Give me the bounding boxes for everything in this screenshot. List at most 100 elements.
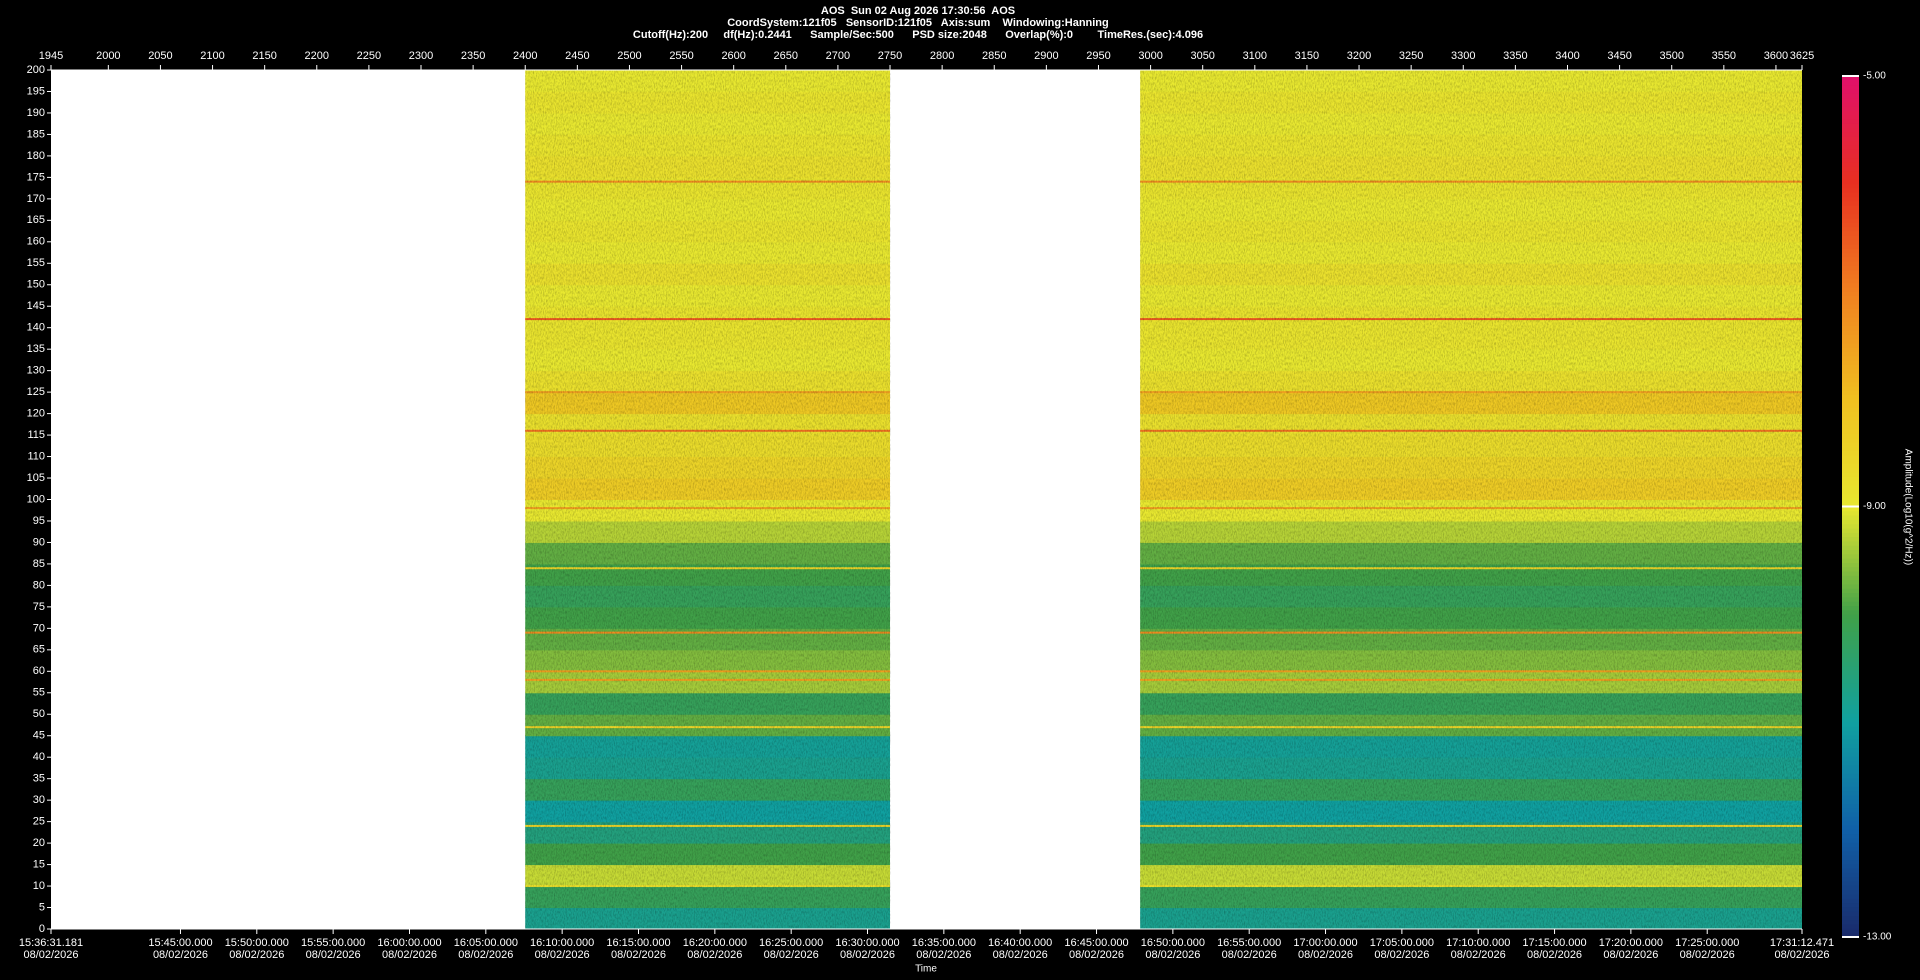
time-tick-date: 08/02/2026	[458, 949, 513, 961]
colorbar-swatch	[1842, 248, 1859, 254]
colorbar-swatch	[1842, 153, 1859, 159]
y-tick-label: 0	[39, 923, 45, 935]
colorbar-swatch	[1842, 144, 1859, 150]
colorbar-swatch	[1842, 846, 1859, 852]
colorbar-swatch	[1842, 622, 1859, 628]
colorbar-swatch	[1842, 355, 1859, 361]
colorbar-swatch	[1842, 859, 1859, 865]
title: AOS Sun 02 Aug 2026 17:30:56 AOS	[821, 5, 1015, 17]
subtitle: CoordSystem:121f05 SensorID:121f05 Axis:…	[727, 17, 1109, 29]
colorbar-swatch	[1842, 119, 1859, 124]
time-tick-date: 08/02/2026	[993, 949, 1048, 961]
colorbar-swatch	[1842, 777, 1859, 783]
x-tick-label: 2300	[409, 50, 433, 62]
y-tick-label: 175	[27, 171, 45, 183]
y-tick-label: 5	[39, 901, 45, 913]
colorbar-swatch	[1842, 131, 1859, 137]
colorbar-swatch	[1842, 76, 1859, 81]
heatmap	[525, 70, 1802, 929]
colorbar-swatch	[1842, 239, 1859, 245]
colorbar-swatch	[1842, 575, 1859, 581]
colorbar-swatch	[1842, 347, 1859, 353]
colorbar-swatch	[1842, 799, 1859, 805]
time-tick-date: 08/02/2026	[764, 949, 819, 961]
time-tick-date: 08/02/2026	[1145, 949, 1200, 961]
y-tick-label: 65	[33, 644, 45, 656]
colorbar-swatch	[1842, 450, 1859, 456]
colorbar-swatch	[1842, 308, 1859, 314]
colorbar-swatch	[1842, 196, 1859, 202]
y-tick-label: 200	[27, 64, 45, 76]
colorbar-swatch	[1842, 299, 1859, 305]
x-tick-label: 3200	[1347, 50, 1371, 62]
time-tick-date: 08/02/2026	[306, 949, 361, 961]
colorbar-swatch	[1842, 484, 1859, 490]
colorbar-swatch	[1842, 476, 1859, 482]
y-tick-label: 40	[33, 751, 45, 763]
colorbar-swatch	[1842, 93, 1859, 99]
colorbar-swatch	[1842, 235, 1859, 241]
x-axis-label: Time	[915, 964, 937, 975]
x-tick-label: 2750	[878, 50, 902, 62]
colorbar-swatch	[1842, 351, 1859, 357]
time-tick-label: 15:50:00.000	[225, 937, 289, 949]
time-tick-date: 08/02/2026	[840, 949, 895, 961]
time-tick-label: 17:15:00.000	[1522, 937, 1586, 949]
time-tick-label: 15:55:00.000	[301, 937, 365, 949]
colorbar-swatch	[1842, 183, 1859, 189]
time-tick-label: 16:05:00.000	[454, 937, 518, 949]
colorbar-swatch	[1842, 893, 1859, 899]
time-tick-label: 17:05:00.000	[1370, 937, 1434, 949]
colorbar-swatch	[1842, 282, 1859, 288]
y-tick-label: 165	[27, 214, 45, 226]
colorbar-swatch	[1842, 614, 1859, 619]
y-tick-label: 35	[33, 773, 45, 785]
colorbar-swatch	[1842, 820, 1859, 826]
colorbar-swatch	[1842, 687, 1859, 693]
colorbar-swatch	[1842, 446, 1859, 452]
y-tick-label: 135	[27, 343, 45, 355]
colorbar-swatch	[1842, 816, 1859, 822]
time-tick-label: 16:15:00.000	[606, 937, 670, 949]
x-tick-label: 2800	[930, 50, 954, 62]
colorbar-swatch	[1842, 734, 1859, 740]
colorbar-swatch	[1842, 683, 1859, 688]
time-tick-label: 17:31:12.471	[1770, 937, 1834, 949]
x-tick-label: 2500	[617, 50, 641, 62]
colorbar-label: Amplitude(Log10(g^2/Hz))	[1902, 449, 1913, 565]
colorbar-swatch	[1842, 764, 1859, 770]
colorbar-swatch	[1842, 756, 1859, 761]
colorbar-swatch	[1842, 609, 1859, 615]
x-tick-label: 2250	[357, 50, 381, 62]
colorbar-swatch	[1842, 97, 1859, 103]
x-tick-label: 3050	[1190, 50, 1214, 62]
colorbar-swatch	[1842, 652, 1859, 658]
texture	[1140, 70, 1802, 929]
colorbar-swatch	[1842, 661, 1859, 667]
colorbar-swatch	[1842, 562, 1859, 568]
colorbar-swatch	[1842, 433, 1859, 439]
colorbar-swatch	[1842, 342, 1859, 348]
colorbar-swatch	[1842, 700, 1859, 706]
colorbar-swatch	[1842, 583, 1859, 589]
colorbar-swatch	[1842, 911, 1859, 916]
x-tick-label: 3625	[1790, 50, 1814, 62]
colorbar-swatch	[1842, 170, 1859, 176]
colorbar-swatch	[1842, 454, 1859, 460]
colorbar-swatch	[1842, 489, 1859, 495]
y-tick-label: 20	[33, 837, 45, 849]
time-tick-label: 16:45:00.000	[1064, 937, 1128, 949]
y-tick-label: 115	[27, 429, 45, 441]
colorbar-swatch	[1842, 596, 1859, 602]
colorbar-swatch	[1842, 106, 1859, 111]
y-tick-label: 105	[27, 472, 45, 484]
colorbar-swatch	[1842, 794, 1859, 800]
y-tick-label: 110	[27, 450, 45, 462]
colorbar-swatch	[1842, 162, 1859, 167]
y-tick-label: 160	[27, 236, 45, 248]
colorbar-swatch	[1842, 751, 1859, 757]
x-tick-label: 2950	[1086, 50, 1110, 62]
y-tick-label: 145	[27, 300, 45, 312]
x-tick-label: 1945	[39, 50, 63, 62]
colorbar-swatch	[1842, 760, 1859, 766]
